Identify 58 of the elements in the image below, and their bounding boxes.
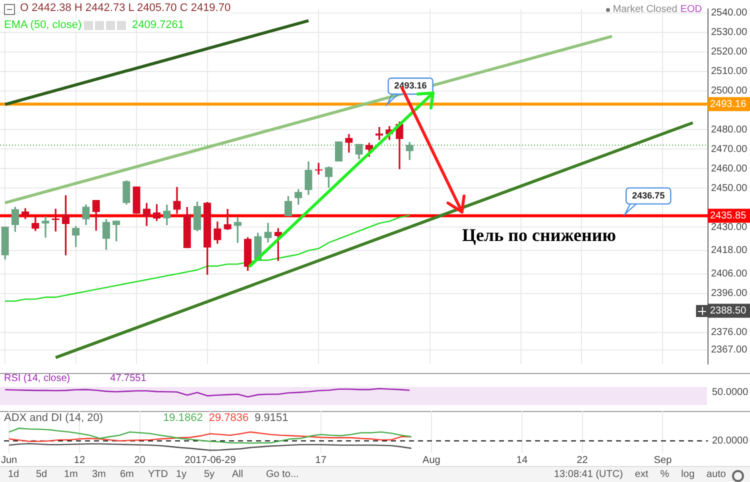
y-tick-label: 2500.00 xyxy=(711,86,748,97)
x-tick-label: 12 xyxy=(74,454,86,466)
y-tick-label: 2540.00 xyxy=(711,8,748,19)
annotation: O 2442.38 H 2442.73 L 2405.70 C 2419.70 xyxy=(20,2,231,14)
text: 1d xyxy=(8,469,20,480)
annotation: Цель по снижению xyxy=(462,225,616,246)
y-tick-label: 2470.00 xyxy=(711,144,748,155)
text: 3m xyxy=(92,469,106,480)
text: log xyxy=(681,469,695,480)
text: 1y xyxy=(176,469,187,480)
y-tick-label: 2406.00 xyxy=(711,268,748,280)
text: 6m xyxy=(120,469,134,480)
annotation: 2436.75 xyxy=(632,190,665,200)
text: All xyxy=(232,469,244,480)
text: auto xyxy=(706,469,726,480)
text: 20.0000 xyxy=(712,436,749,447)
text: 13:08:41 (UTC) xyxy=(554,469,623,480)
ref-line-label: 2435.85 xyxy=(710,210,747,222)
text: 1m xyxy=(64,469,78,480)
x-tick-label: 2017-06-29 xyxy=(184,454,236,466)
x-tick-label: 17 xyxy=(315,454,327,466)
chart-title: ADX and DI (14, 20) xyxy=(4,412,104,424)
text: Go to... xyxy=(266,469,299,480)
x-tick-label: 22 xyxy=(576,454,588,466)
annotation: 2409.7261 xyxy=(132,19,184,31)
y-tick-label: 2396.00 xyxy=(711,288,748,300)
ref-line-label: 2493.16 xyxy=(710,98,747,110)
text: YTD xyxy=(148,469,168,480)
text: 19.1862 xyxy=(163,412,203,424)
y-tick-label: 2520.00 xyxy=(711,46,748,58)
y-tick-label: 2450.00 xyxy=(711,182,748,194)
text: 50.0000 xyxy=(712,386,749,398)
text: 5d xyxy=(36,469,48,480)
annotation: 2493.16 xyxy=(394,80,427,91)
annotation: Market Closed EOD xyxy=(612,4,702,15)
y-tick-label: 2530.00 xyxy=(711,27,748,38)
text: ext xyxy=(634,469,648,480)
y-tick-label: 2367.00 xyxy=(711,344,748,356)
y-tick-label: 2376.00 xyxy=(711,327,748,338)
y-tick-label: 2460.00 xyxy=(711,163,748,174)
text: 29.7836 xyxy=(208,412,249,424)
x-tick-label: Jun xyxy=(1,454,18,466)
text: 47.7551 xyxy=(110,373,146,384)
x-tick-label: Aug xyxy=(422,454,440,466)
text: 2388.50 xyxy=(710,306,747,316)
candlestick xyxy=(42,216,50,238)
y-tick-label: 2510.00 xyxy=(711,66,748,78)
x-tick-label: 20 xyxy=(134,454,146,466)
text: EMA (50, close) xyxy=(4,19,82,31)
x-tick-label: Sep xyxy=(654,454,672,466)
text: % xyxy=(660,469,670,480)
y-tick-label: 2418.00 xyxy=(711,245,748,256)
x-tick-label: 14 xyxy=(516,454,528,466)
text: 9.9151 xyxy=(254,412,288,424)
series-label: RSI (14, close) xyxy=(4,373,70,384)
y-tick-label: 2430.00 xyxy=(711,222,748,233)
y-tick-label: 2480.00 xyxy=(711,124,748,136)
text: 5y xyxy=(204,469,215,480)
